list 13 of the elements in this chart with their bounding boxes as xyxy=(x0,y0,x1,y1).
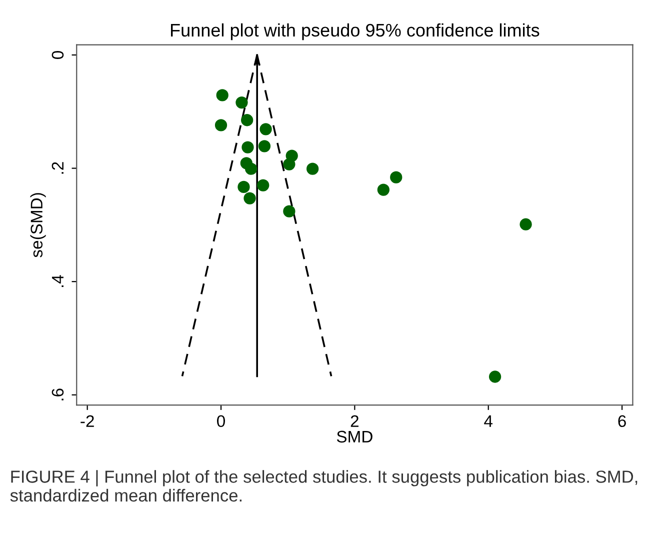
chart-title: Funnel plot with pseudo 95% confidence limits xyxy=(171,23,540,40)
y-tick-label: .4 xyxy=(52,275,64,288)
x-tick-label: 0 xyxy=(217,415,225,428)
x-tick-label: 4 xyxy=(484,415,493,427)
x-tick-label: 6 xyxy=(618,415,626,428)
y-axis-title: se(SMD) xyxy=(30,193,46,258)
y-tick-label: 0 xyxy=(52,50,64,59)
y-tick-label: .2 xyxy=(52,162,64,174)
x-axis-title: SMD xyxy=(336,430,372,443)
caption: FIGURE 4 | Funnel plot of the selected studies. It suggests publication bias. SMD, standardized mean difference. xyxy=(10,470,638,502)
y-tick-label: .6 xyxy=(52,388,64,400)
x-tick-label: -2 xyxy=(80,415,94,427)
x-tick-label: 2 xyxy=(350,415,358,427)
